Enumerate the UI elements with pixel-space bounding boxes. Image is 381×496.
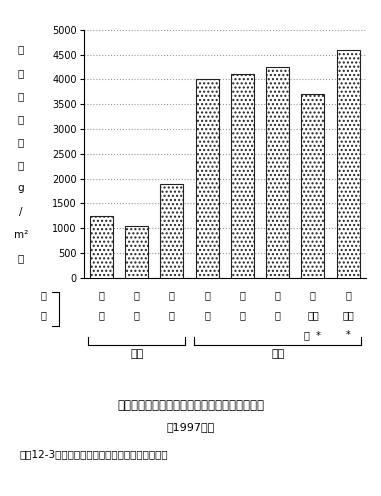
Text: 効: 効 — [275, 310, 280, 320]
Bar — [160, 184, 183, 278]
Text: （: （ — [18, 160, 24, 170]
Text: 連作: 連作 — [130, 349, 143, 359]
Text: 肥: 肥 — [41, 290, 47, 300]
Text: ・: ・ — [18, 68, 24, 78]
Bar — [266, 67, 289, 278]
Bar — [196, 79, 219, 278]
Text: 料: 料 — [41, 310, 47, 320]
Text: （1997年）: （1997年） — [166, 422, 215, 432]
Text: g: g — [18, 184, 24, 193]
Text: /: / — [19, 207, 23, 217]
Text: 麦は12-3月に大麦を作付け、＊はエダマメの後作: 麦は12-3月に大麦を作付け、＊はエダマメの後作 — [19, 449, 168, 459]
Text: 効: 効 — [169, 310, 175, 320]
Bar — [337, 50, 360, 278]
Text: 有: 有 — [240, 290, 245, 300]
Text: 機・: 機・ — [342, 310, 354, 320]
Text: 孫: 孫 — [18, 91, 24, 101]
Text: 機: 機 — [240, 310, 245, 320]
Text: 化: 化 — [99, 290, 104, 300]
Text: 輪作: 輪作 — [271, 349, 284, 359]
Text: 学: 学 — [204, 310, 210, 320]
Text: 学・: 学・ — [307, 310, 319, 320]
Text: 機: 機 — [134, 310, 139, 320]
Text: 重: 重 — [18, 137, 24, 147]
Text: 有: 有 — [134, 290, 139, 300]
Text: 有: 有 — [345, 290, 351, 300]
Text: 化: 化 — [310, 290, 316, 300]
Text: 苋: 苋 — [18, 114, 24, 124]
Text: 学: 学 — [99, 310, 104, 320]
Bar — [301, 94, 324, 278]
Bar — [90, 216, 113, 278]
Text: 緩: 緩 — [275, 290, 280, 300]
Text: *: * — [346, 330, 351, 340]
Text: 麦  *: 麦 * — [304, 330, 321, 340]
Text: 緩: 緩 — [169, 290, 175, 300]
Text: 化: 化 — [204, 290, 210, 300]
Bar — [125, 226, 148, 278]
Text: ）: ） — [18, 253, 24, 263]
Text: 図２　作付体系がサトイモの収量に及ぼす影響: 図２ 作付体系がサトイモの収量に及ぼす影響 — [117, 399, 264, 412]
Bar — [231, 74, 254, 278]
Text: m²: m² — [14, 230, 28, 240]
Text: 子: 子 — [18, 45, 24, 55]
